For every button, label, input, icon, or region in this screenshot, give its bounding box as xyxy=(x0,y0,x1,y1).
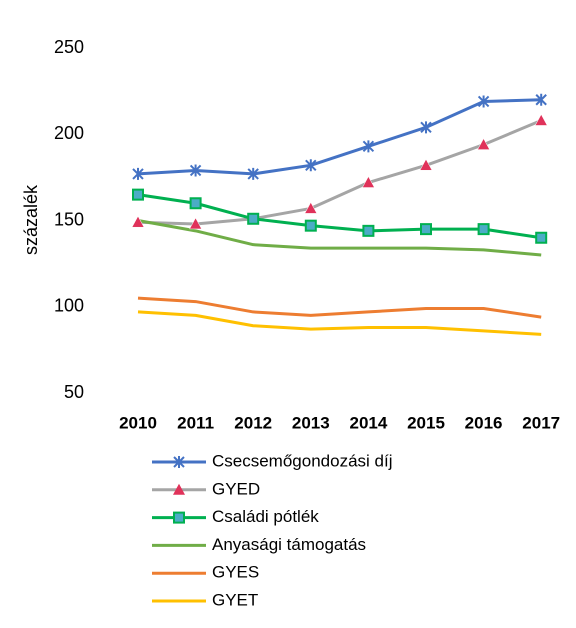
legend-marker xyxy=(173,511,185,524)
series-line xyxy=(137,119,542,226)
marker xyxy=(304,219,317,232)
series-line xyxy=(137,296,542,319)
marker xyxy=(189,217,203,230)
marker xyxy=(361,176,375,188)
legend-label: Anyasági támogatás xyxy=(212,535,366,554)
x-tick-label: 2016 xyxy=(465,413,503,432)
legend-label: GYET xyxy=(212,590,258,609)
y-tick-label: 150 xyxy=(54,209,84,229)
x-tick-label: 2015 xyxy=(407,413,445,432)
legend-label: Családi pótlék xyxy=(212,507,319,526)
marker xyxy=(362,224,375,237)
marker xyxy=(132,188,144,201)
y-tick-label: 50 xyxy=(64,382,84,402)
legend-label: GYED xyxy=(212,479,260,498)
marker xyxy=(189,197,202,210)
marker xyxy=(420,223,432,236)
series-line xyxy=(137,193,542,240)
legend-label: Csecsemőgondozási díj xyxy=(212,451,392,470)
x-tick-label: 2011 xyxy=(177,413,214,432)
series-line xyxy=(137,219,542,257)
marker xyxy=(247,167,259,180)
x-tick-label: 2013 xyxy=(292,413,330,432)
marker xyxy=(362,140,375,153)
x-tick-label: 2014 xyxy=(349,413,387,432)
legend-label: GYES xyxy=(212,563,259,582)
y-tick-label: 100 xyxy=(54,296,84,316)
marker xyxy=(305,159,317,172)
marker xyxy=(419,158,433,171)
y-axis-label: százalék xyxy=(21,184,41,255)
marker xyxy=(477,223,490,236)
y-tick-label: 250 xyxy=(54,37,84,57)
series-line xyxy=(137,98,542,176)
x-tick-label: 2012 xyxy=(234,413,272,432)
x-tick-label: 2017 xyxy=(522,413,560,432)
series-line xyxy=(137,310,542,336)
marker xyxy=(132,167,144,180)
marker xyxy=(189,164,202,177)
marker xyxy=(131,215,145,228)
marker xyxy=(420,121,432,134)
marker xyxy=(247,212,260,225)
marker xyxy=(535,93,547,106)
legend-marker xyxy=(173,483,185,495)
marker xyxy=(304,201,318,214)
x-tick-label: 2010 xyxy=(119,413,157,432)
marker xyxy=(477,138,491,150)
marker xyxy=(477,95,490,108)
y-tick-label: 200 xyxy=(54,123,84,143)
legend-marker xyxy=(173,456,185,468)
marker xyxy=(535,231,548,244)
marker xyxy=(534,113,548,126)
